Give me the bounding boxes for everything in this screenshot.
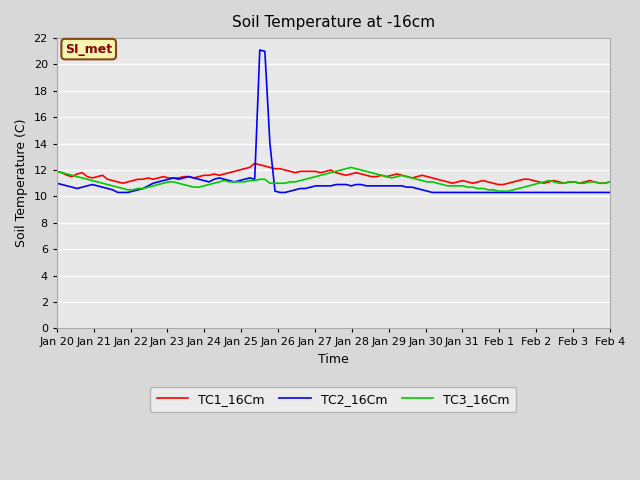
- TC3_16Cm: [495, 188, 502, 194]
- TC3_16Cm: [322, 171, 330, 177]
- TC2_16Cm: [317, 183, 324, 189]
- TC1_16Cm: [53, 168, 61, 174]
- TC1_16Cm: [327, 167, 335, 173]
- Line: TC2_16Cm: TC2_16Cm: [57, 50, 610, 192]
- TC2_16Cm: [580, 190, 588, 195]
- TC1_16Cm: [251, 160, 259, 166]
- TC3_16Cm: [215, 179, 223, 185]
- TC3_16Cm: [601, 180, 609, 186]
- Line: TC1_16Cm: TC1_16Cm: [57, 163, 610, 184]
- TC1_16Cm: [580, 179, 588, 185]
- Legend: TC1_16Cm, TC2_16Cm, TC3_16Cm: TC1_16Cm, TC2_16Cm, TC3_16Cm: [150, 387, 516, 412]
- TC1_16Cm: [215, 172, 223, 178]
- TC2_16Cm: [256, 47, 264, 53]
- TC3_16Cm: [307, 175, 314, 181]
- TC2_16Cm: [114, 190, 122, 195]
- TC1_16Cm: [601, 180, 609, 186]
- TC2_16Cm: [454, 190, 461, 195]
- X-axis label: Time: Time: [318, 353, 349, 366]
- TC2_16Cm: [332, 181, 340, 187]
- TC2_16Cm: [53, 180, 61, 186]
- TC2_16Cm: [601, 190, 609, 195]
- Y-axis label: Soil Temperature (C): Soil Temperature (C): [15, 119, 28, 248]
- TC2_16Cm: [606, 190, 614, 195]
- Title: Soil Temperature at -16cm: Soil Temperature at -16cm: [232, 15, 435, 30]
- TC2_16Cm: [220, 176, 228, 182]
- Line: TC3_16Cm: TC3_16Cm: [57, 168, 610, 191]
- TC3_16Cm: [606, 179, 614, 185]
- TC1_16Cm: [312, 168, 319, 174]
- TC3_16Cm: [580, 180, 588, 186]
- TC3_16Cm: [449, 183, 456, 189]
- TC1_16Cm: [495, 181, 502, 187]
- TC1_16Cm: [449, 180, 456, 186]
- TC3_16Cm: [53, 168, 61, 174]
- TC1_16Cm: [606, 179, 614, 185]
- Text: SI_met: SI_met: [65, 43, 112, 56]
- TC3_16Cm: [348, 165, 355, 170]
